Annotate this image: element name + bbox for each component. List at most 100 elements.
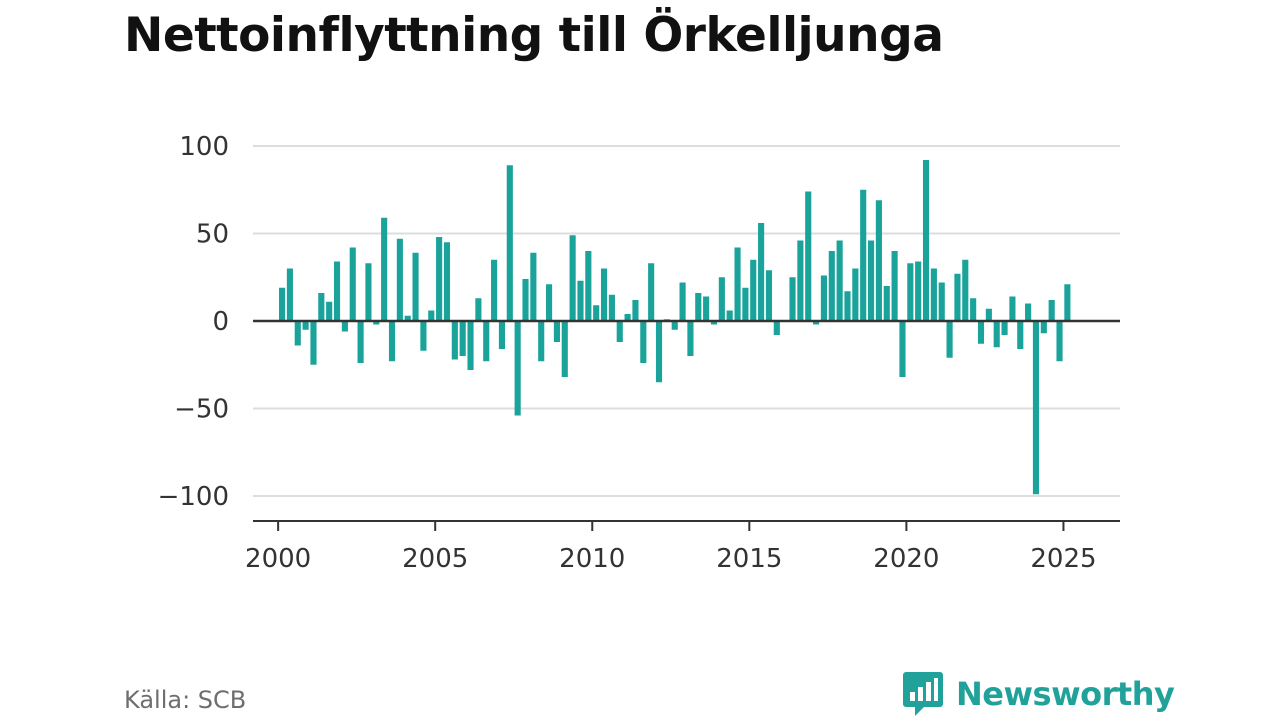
bar [962,259,969,321]
bar [1064,284,1071,321]
bar [813,321,820,325]
bar [938,282,945,321]
bar [907,263,914,321]
bar [726,310,733,321]
bar [750,259,757,321]
bar-layer [278,160,1071,495]
x-tick-label: 2025 [1030,544,1096,574]
x-tick-label: 2010 [559,544,625,574]
bar [365,263,372,321]
bar [695,293,702,321]
source-label: Källa: SCB [124,686,247,714]
y-tick-label: −100 [158,482,229,512]
newsworthy-logo-icon [903,672,943,716]
bar [373,321,380,325]
bar [648,263,655,321]
bar [710,321,718,325]
bar [624,314,631,321]
bar [773,321,780,335]
bar [506,165,513,321]
bar [985,308,992,321]
bar [828,251,835,321]
bar [718,277,725,321]
x-tick-label: 2020 [873,544,939,574]
bar [765,270,773,321]
bar [844,291,851,321]
bar [357,321,364,363]
bar [977,321,985,344]
bar [820,275,827,321]
bar [294,321,301,346]
bar [1032,321,1040,495]
bar [443,242,451,321]
y-tick-label: 100 [179,132,229,162]
bar [875,200,882,321]
bar [286,268,293,321]
bar [1048,300,1055,321]
bar [899,321,906,377]
bar [600,268,608,321]
bar [278,287,286,321]
bar [805,191,812,321]
bar [1009,296,1016,321]
bar [915,261,922,321]
bar [758,223,765,321]
bar [993,321,1000,348]
bar [491,259,498,321]
bar [546,284,553,321]
bar [891,251,898,321]
bar [451,321,458,360]
chart-title: Nettoinflyttning till Örkelljunga [124,8,944,63]
bar [789,277,796,321]
bar [326,301,333,321]
bar [428,310,435,321]
bar [852,268,859,321]
bar [632,300,639,321]
bar [616,321,623,342]
bar [396,238,403,321]
bar [412,252,419,321]
bar [797,240,804,321]
bar [553,321,560,342]
bar [388,321,396,362]
axis-layer: 100 50 0 −50 −100 2000 2005 2010 2015 2020 2025 [158,132,1120,574]
bar [860,189,867,321]
bar [310,321,317,365]
bar [734,247,741,321]
bar [522,279,529,321]
bar [930,268,937,321]
bar [498,321,506,349]
x-tick-label: 2015 [716,544,782,574]
y-tick-label: 50 [196,220,229,250]
bar [883,286,890,321]
bar [946,321,953,358]
bar [467,321,474,370]
bar [436,237,443,321]
bar [483,321,490,362]
bar [687,321,694,356]
bar [561,321,568,377]
grid-layer [253,145,1120,497]
bar [333,261,341,321]
bar [530,252,537,321]
brand-logo[interactable]: Newsworthy [902,670,1175,718]
bar [1001,321,1008,335]
bar [538,321,545,362]
brand-name: Newsworthy [956,675,1175,713]
bar [459,321,466,356]
x-tick-label: 2000 [245,544,311,574]
bar [836,240,843,321]
bar [922,160,930,321]
bar [608,294,615,321]
bar [318,293,325,321]
bar [569,235,576,321]
bar [703,296,710,321]
bar [341,321,348,332]
bar [679,282,686,321]
bar [1040,321,1047,334]
bar [1056,321,1063,362]
bar [1017,321,1024,349]
bar [381,217,388,321]
bar [585,251,592,321]
